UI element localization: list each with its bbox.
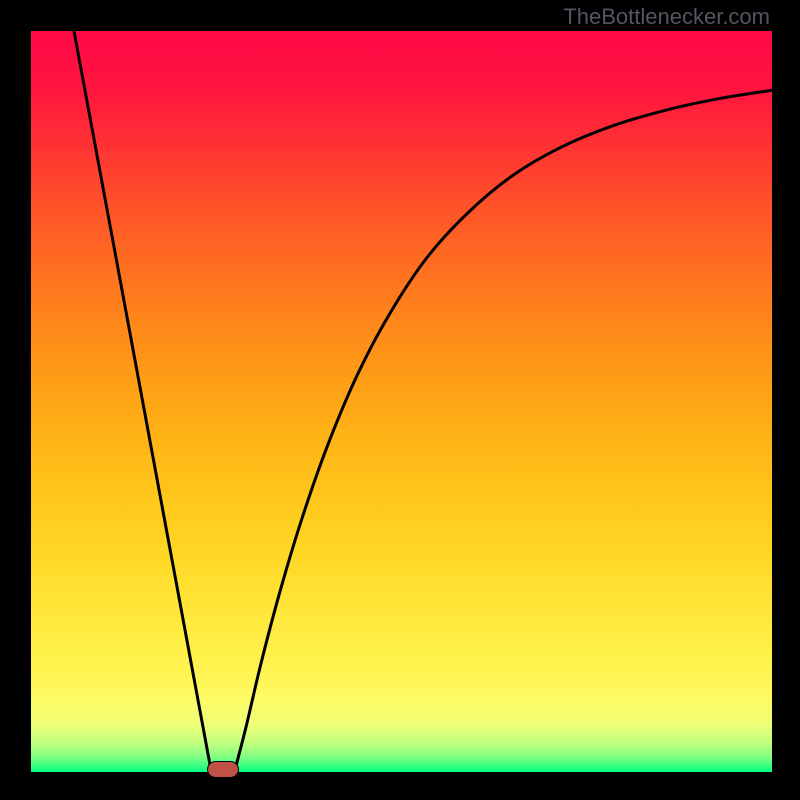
left-line bbox=[74, 31, 211, 771]
chart-frame: TheBottlenecker.com bbox=[0, 0, 800, 800]
curve-layer bbox=[31, 31, 772, 772]
minimum-marker bbox=[207, 761, 239, 778]
plot-area bbox=[31, 31, 772, 772]
watermark-text: TheBottlenecker.com bbox=[563, 4, 770, 30]
right-curve bbox=[235, 90, 772, 770]
